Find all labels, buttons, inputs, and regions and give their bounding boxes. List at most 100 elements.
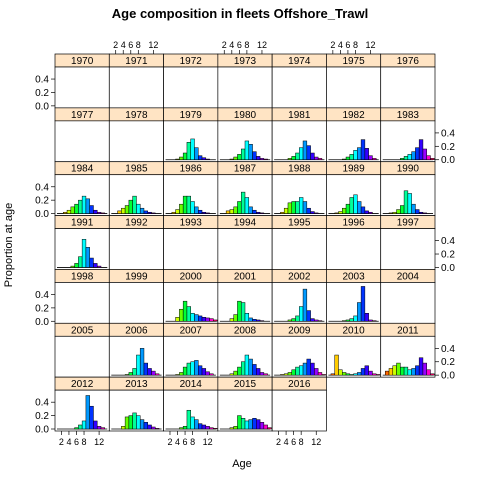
panel-1989: 1989: [326, 161, 382, 216]
panel-year-label: 1987: [234, 164, 257, 175]
age-bar: [403, 190, 409, 214]
age-bar: [392, 211, 397, 214]
age-bar: [240, 191, 246, 214]
age-bar: [186, 195, 191, 214]
panel-1993: 1993: [163, 215, 219, 270]
age-bar: [342, 158, 347, 160]
age-bar: [139, 348, 145, 376]
age-bar: [194, 314, 199, 322]
age-bar: [368, 155, 373, 160]
panel-year-label: 2012: [71, 379, 94, 390]
age-bar: [287, 372, 292, 376]
panel-2011: 2011: [380, 322, 436, 378]
age-bar: [415, 147, 420, 160]
panel-year-label: 1995: [288, 218, 311, 229]
age-bar: [317, 372, 323, 376]
x-tick-label: 8: [82, 437, 87, 447]
age-bar: [78, 424, 83, 430]
age-bar: [252, 319, 257, 322]
age-bar: [321, 374, 326, 376]
panel-year-label: 2006: [125, 325, 148, 336]
age-bar: [342, 207, 347, 214]
panel-plot-area: [271, 66, 327, 109]
age-bar: [96, 265, 102, 268]
age-bar: [237, 366, 242, 376]
age-bar: [128, 415, 133, 430]
panel-year-label: 2007: [180, 325, 203, 336]
panel-year-label: 2008: [234, 325, 257, 336]
panel-1986: 1986: [163, 161, 219, 216]
x-tick-label: 2: [222, 40, 227, 50]
age-bar: [198, 423, 203, 430]
age-bar: [259, 320, 265, 322]
age-bar: [396, 362, 401, 376]
age-bar: [237, 415, 242, 430]
panel-year-label: 1993: [180, 218, 203, 229]
age-bar: [194, 147, 199, 160]
age-bar: [422, 148, 427, 160]
age-bar: [233, 370, 238, 376]
age-bar: [190, 312, 195, 322]
age-bar: [302, 288, 308, 322]
x-tick-label: 2: [113, 40, 118, 50]
age-bar: [93, 209, 98, 214]
age-bar: [78, 256, 83, 268]
panel-2007: 2007: [163, 322, 219, 378]
age-bar: [256, 211, 261, 214]
panel-1991: 1991: [54, 215, 110, 270]
age-bar: [357, 201, 362, 214]
panel-plot-area: [326, 228, 382, 270]
age-bar: [89, 205, 94, 214]
age-bar: [357, 372, 362, 376]
age-bar: [364, 365, 369, 376]
age-bar: [117, 210, 122, 214]
panel-1998: 1998: [54, 269, 110, 324]
panel-2002: 2002: [271, 269, 327, 324]
panel-plot-area: [108, 228, 164, 270]
age-bar: [411, 151, 416, 160]
panel-2015: 2015: [217, 376, 273, 432]
age-bar: [136, 415, 141, 430]
panel-year-label: 1999: [125, 271, 148, 282]
age-bar: [400, 366, 405, 376]
age-bar: [291, 156, 296, 160]
age-bar: [201, 211, 207, 214]
age-bar: [132, 412, 137, 430]
age-bar: [334, 354, 339, 376]
age-bar: [198, 155, 203, 160]
age-bar: [213, 319, 218, 322]
age-bar: [295, 152, 300, 160]
panel-1974: 1974: [271, 53, 327, 109]
age-bar: [244, 140, 250, 160]
panel-2013: 2013: [108, 376, 164, 432]
age-bar: [295, 201, 300, 214]
panel-plot-area: [108, 282, 164, 324]
panel-1988: 1988: [271, 161, 327, 216]
panel-2016: 2016: [271, 376, 327, 432]
age-bar: [349, 197, 354, 214]
age-bar: [81, 239, 87, 268]
y-tick-label: 0.2: [35, 88, 49, 99]
age-bar: [194, 206, 199, 214]
panel-plot-area: [54, 335, 110, 378]
age-bar: [388, 368, 394, 376]
age-bar: [78, 199, 83, 214]
age-bar: [209, 318, 214, 322]
panel-year-label: 1980: [234, 110, 257, 121]
age-bar: [179, 372, 184, 376]
y-tick-label: 0.4: [35, 182, 49, 193]
panel-year-label: 1984: [71, 164, 94, 175]
panel-year-label: 2009: [288, 325, 311, 336]
age-bar: [229, 158, 234, 160]
age-bar: [190, 361, 195, 376]
age-bar: [411, 368, 416, 376]
panel-plot-area: [380, 66, 436, 109]
panel-1996: 1996: [326, 215, 382, 270]
age-bar: [314, 319, 319, 322]
age-bar: [74, 427, 79, 430]
panel-1985: 1985: [108, 161, 164, 216]
age-bar: [182, 195, 188, 214]
age-bar: [182, 426, 188, 430]
age-bar: [310, 152, 315, 160]
age-bar: [201, 157, 207, 160]
